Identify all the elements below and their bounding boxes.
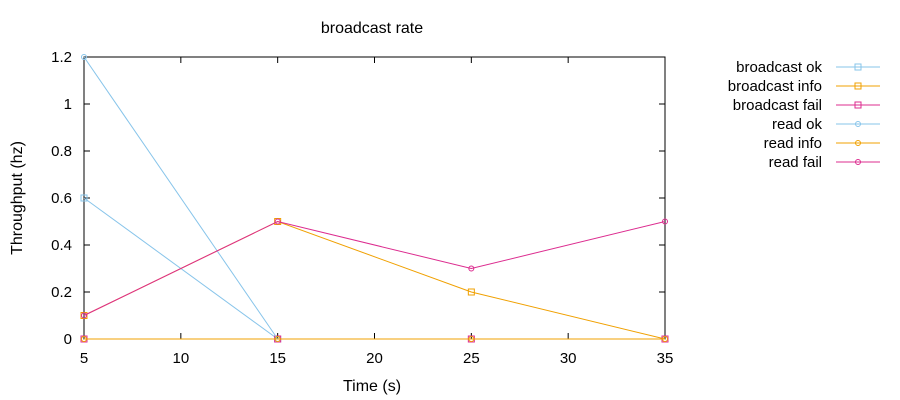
axis-ticks: 5 10 15 20 25 30 35 0 0.2 0.4 0.6 0.8 1 1.2: [51, 49, 673, 367]
plot-frame: [83, 56, 666, 340]
data-point-read-fail: [662, 218, 668, 225]
y-tick-label: 0.4: [51, 237, 72, 254]
data-point-read-fail: [274, 218, 281, 225]
y-axis-label: Throughput (hz): [9, 141, 26, 255]
data-point-read-fail: [81, 312, 87, 319]
series-layer: [80, 54, 669, 343]
legend-label-read-fail: read fail: [769, 154, 822, 171]
data-point-read-info: [81, 336, 87, 342]
legend-label-broadcast-info: broadcast info: [728, 78, 822, 95]
legend-marker-broadcast-ok: [854, 63, 862, 71]
x-tick-label: 15: [269, 350, 286, 367]
data-point-read-info: [662, 336, 668, 342]
x-tick-label: 35: [657, 350, 674, 367]
legend-marker-broadcast-fail: [854, 101, 862, 109]
x-tick-label: 5: [80, 350, 88, 367]
series-line-read-fail: [83, 220, 666, 316]
legend-marker-broadcast-info: [854, 82, 862, 90]
series-read-ok: [81, 54, 281, 342]
series-read-fail: [81, 218, 668, 319]
legend-label-broadcast-ok: broadcast ok: [736, 59, 822, 76]
x-tick-label: 30: [560, 350, 577, 367]
legend: broadcast ok broadcast info broadcast fail…: [728, 59, 880, 171]
data-point-read-fail: [468, 265, 475, 272]
series-line-broadcast-info: [83, 220, 666, 340]
data-point-broadcast-info: [467, 288, 475, 296]
legend-label-broadcast-fail: broadcast fail: [733, 97, 822, 114]
data-point-read-info: [468, 336, 475, 342]
x-tick-label: 25: [463, 350, 480, 367]
legend-label-read-info: read info: [764, 135, 822, 152]
legend-marker-read-ok: [855, 121, 861, 127]
y-tick-label: 1: [64, 96, 72, 113]
data-point-read-info: [274, 336, 281, 342]
chart-title: broadcast rate: [321, 20, 423, 37]
series-broadcast-info: [80, 218, 669, 343]
y-tick-label: 0.6: [51, 190, 72, 207]
series-line-read-ok: [83, 56, 279, 340]
legend-marker-read-info: [855, 140, 861, 146]
data-point-read-ok: [81, 54, 87, 60]
x-tick-label: 20: [366, 350, 383, 367]
y-tick-label: 0: [64, 331, 72, 348]
y-tick-label: 0.8: [51, 143, 72, 160]
legend-marker-read-fail: [855, 159, 861, 165]
y-tick-label: 1.2: [51, 49, 72, 66]
y-tick-label: 0.2: [51, 284, 72, 301]
series-read-info: [81, 336, 668, 342]
data-point-broadcast-ok: [80, 194, 88, 202]
x-axis-label: Time (s): [343, 378, 401, 395]
x-tick-label: 10: [172, 350, 189, 367]
legend-label-read-ok: read ok: [772, 116, 823, 133]
